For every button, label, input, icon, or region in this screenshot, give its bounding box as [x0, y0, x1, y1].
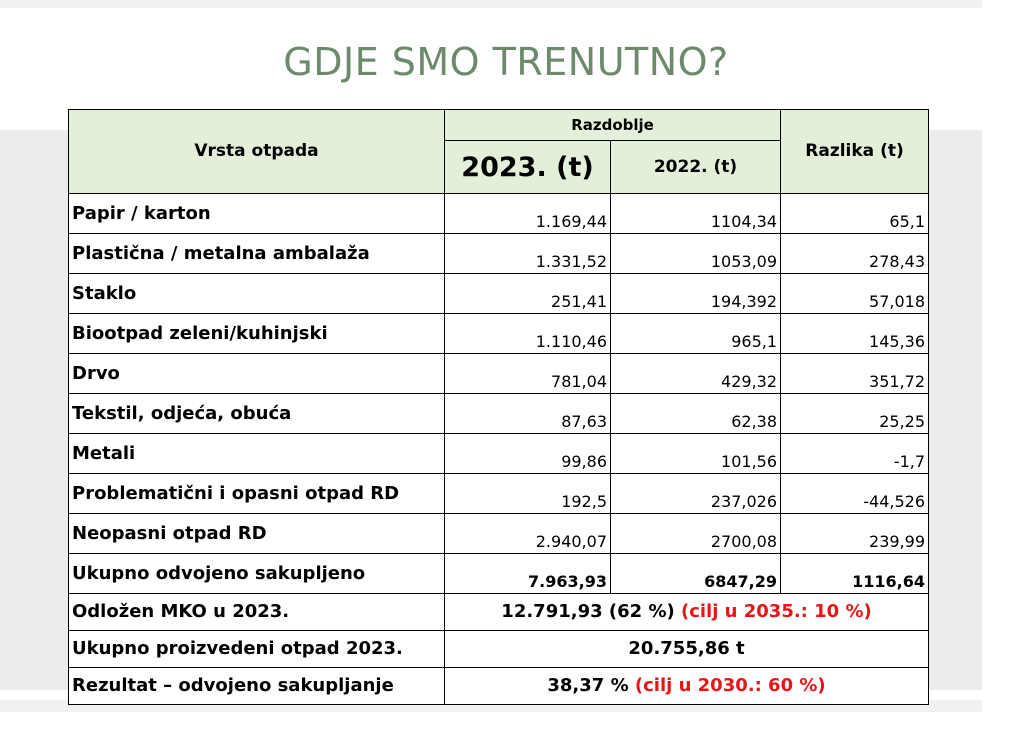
row-label: Problematični i opasni otpad RD — [68, 473, 445, 514]
total-row: Ukupno odvojeno sakupljeno 7.963,93 6847… — [68, 553, 930, 594]
value-2023: 1.110,46 — [444, 313, 611, 354]
value-difference: 65,1 — [780, 193, 930, 234]
value-2022: 965,1 — [609, 313, 782, 354]
value-difference: 25,25 — [780, 393, 930, 434]
row-label: Tekstil, odjeća, obuća — [68, 393, 445, 434]
table-row: Tekstil, odjeća, obuća 87,63 62,38 25,25 — [68, 393, 930, 434]
table-row: Staklo 251,41 194,392 57,018 — [68, 273, 930, 314]
table-row: Metali 99,86 101,56 -1,7 — [68, 433, 930, 474]
summary-label: Rezultat – odvojeno sakupljanje — [68, 667, 445, 705]
header-2022: 2022. (t) — [609, 140, 782, 194]
value-2023: 251,41 — [444, 273, 611, 314]
table-row: Problematični i opasni otpad RD 192,5 23… — [68, 473, 930, 514]
value-2022: 237,026 — [609, 473, 782, 514]
total-label: Ukupno odvojeno sakupljeno — [68, 553, 445, 594]
summary-value: 12.791,93 (62 %) — [501, 601, 675, 622]
table-row: Plastična / metalna ambalaža 1.331,52 10… — [68, 233, 930, 274]
value-2023: 781,04 — [444, 353, 611, 394]
value-difference: -44,526 — [780, 473, 930, 514]
value-2023: 87,63 — [444, 393, 611, 434]
slide-title: GDJE SMO TRENUTNO? — [283, 40, 729, 84]
summary-value: 20.755,86 t — [628, 638, 745, 659]
value-2022: 62,38 — [609, 393, 782, 434]
value-2022: 429,32 — [609, 353, 782, 394]
summary-label: Ukupno proizvedeni otpad 2023. — [68, 630, 445, 668]
value-2022: 194,392 — [609, 273, 782, 314]
summary-row: Rezultat – odvojeno sakupljanje 38,37 % … — [68, 667, 930, 705]
value-2023: 192,5 — [444, 473, 611, 514]
row-label: Papir / karton — [68, 193, 445, 234]
row-label: Plastična / metalna ambalaža — [68, 233, 445, 274]
total-difference: 1116,64 — [780, 553, 930, 594]
top-background-strip — [0, 0, 982, 8]
header-difference: Razlika (t) — [780, 109, 930, 194]
table-row: Biootpad zeleni/kuhinjski 1.110,46 965,1… — [68, 313, 930, 354]
row-label: Metali — [68, 433, 445, 474]
table-row: Drvo 781,04 429,32 351,72 — [68, 353, 930, 394]
row-label: Staklo — [68, 273, 445, 314]
summary-value: 38,37 % — [547, 675, 629, 696]
value-2022: 101,56 — [609, 433, 782, 474]
waste-table: Vrsta otpada Razdoblje Razlika (t) 2023.… — [68, 109, 930, 705]
value-2023: 1.169,44 — [444, 193, 611, 234]
table-row: Neopasni otpad RD 2.940,07 2700,08 239,9… — [68, 513, 930, 554]
row-label: Biootpad zeleni/kuhinjski — [68, 313, 445, 354]
value-2022: 1053,09 — [609, 233, 782, 274]
value-difference: 278,43 — [780, 233, 930, 274]
total-2023: 7.963,93 — [444, 553, 611, 594]
value-difference: 239,99 — [780, 513, 930, 554]
total-2022: 6847,29 — [609, 553, 782, 594]
value-difference: 57,018 — [780, 273, 930, 314]
row-label: Neopasni otpad RD — [68, 513, 445, 554]
summary-target-note: (cilj u 2030.: 60 %) — [628, 675, 826, 696]
value-difference: -1,7 — [780, 433, 930, 474]
value-2022: 1104,34 — [609, 193, 782, 234]
row-label: Drvo — [68, 353, 445, 394]
summary-value-cell: 20.755,86 t — [443, 630, 930, 668]
summary-row: Odložen MKO u 2023. 12.791,93 (62 %) (ci… — [68, 593, 930, 631]
summary-row: Ukupno proizvedeni otpad 2023. 20.755,86… — [68, 630, 930, 668]
summary-value-cell: 12.791,93 (62 %) (cilj u 2035.: 10 %) — [443, 593, 930, 631]
summary-target-note: (cilj u 2035.: 10 %) — [674, 601, 872, 622]
summary-label: Odložen MKO u 2023. — [68, 593, 445, 631]
value-difference: 351,72 — [780, 353, 930, 394]
value-2023: 1.331,52 — [444, 233, 611, 274]
value-difference: 145,36 — [780, 313, 930, 354]
value-2023: 99,86 — [444, 433, 611, 474]
table-row: Papir / karton 1.169,44 1104,34 65,1 — [68, 193, 930, 234]
header-2023: 2023. (t) — [444, 140, 611, 194]
value-2023: 2.940,07 — [444, 513, 611, 554]
value-2022: 2700,08 — [609, 513, 782, 554]
header-period: Razdoblje — [443, 109, 782, 141]
summary-value-cell: 38,37 % (cilj u 2030.: 60 %) — [443, 667, 930, 705]
header-waste-type: Vrsta otpada — [68, 109, 445, 194]
